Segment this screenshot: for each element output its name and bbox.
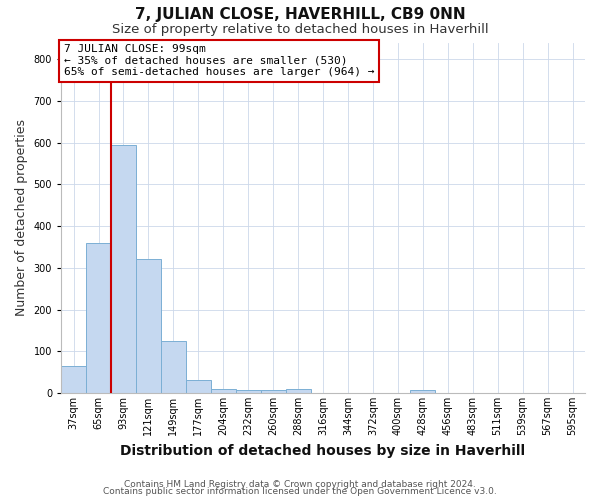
Text: 7, JULIAN CLOSE, HAVERHILL, CB9 0NN: 7, JULIAN CLOSE, HAVERHILL, CB9 0NN: [134, 8, 466, 22]
Bar: [61, 366, 86, 393]
Bar: [136, 260, 161, 393]
Bar: [236, 390, 260, 393]
Bar: [111, 144, 136, 393]
Y-axis label: Number of detached properties: Number of detached properties: [15, 120, 28, 316]
Bar: [161, 341, 186, 393]
Bar: [260, 390, 286, 393]
Bar: [186, 380, 211, 393]
Bar: [410, 390, 436, 393]
Bar: [86, 243, 111, 393]
Text: 7 JULIAN CLOSE: 99sqm
← 35% of detached houses are smaller (530)
65% of semi-det: 7 JULIAN CLOSE: 99sqm ← 35% of detached …: [64, 44, 374, 78]
Text: Contains public sector information licensed under the Open Government Licence v3: Contains public sector information licen…: [103, 487, 497, 496]
Bar: [286, 389, 311, 393]
Text: Size of property relative to detached houses in Haverhill: Size of property relative to detached ho…: [112, 22, 488, 36]
Bar: [211, 389, 236, 393]
X-axis label: Distribution of detached houses by size in Haverhill: Distribution of detached houses by size …: [121, 444, 526, 458]
Text: Contains HM Land Registry data © Crown copyright and database right 2024.: Contains HM Land Registry data © Crown c…: [124, 480, 476, 489]
